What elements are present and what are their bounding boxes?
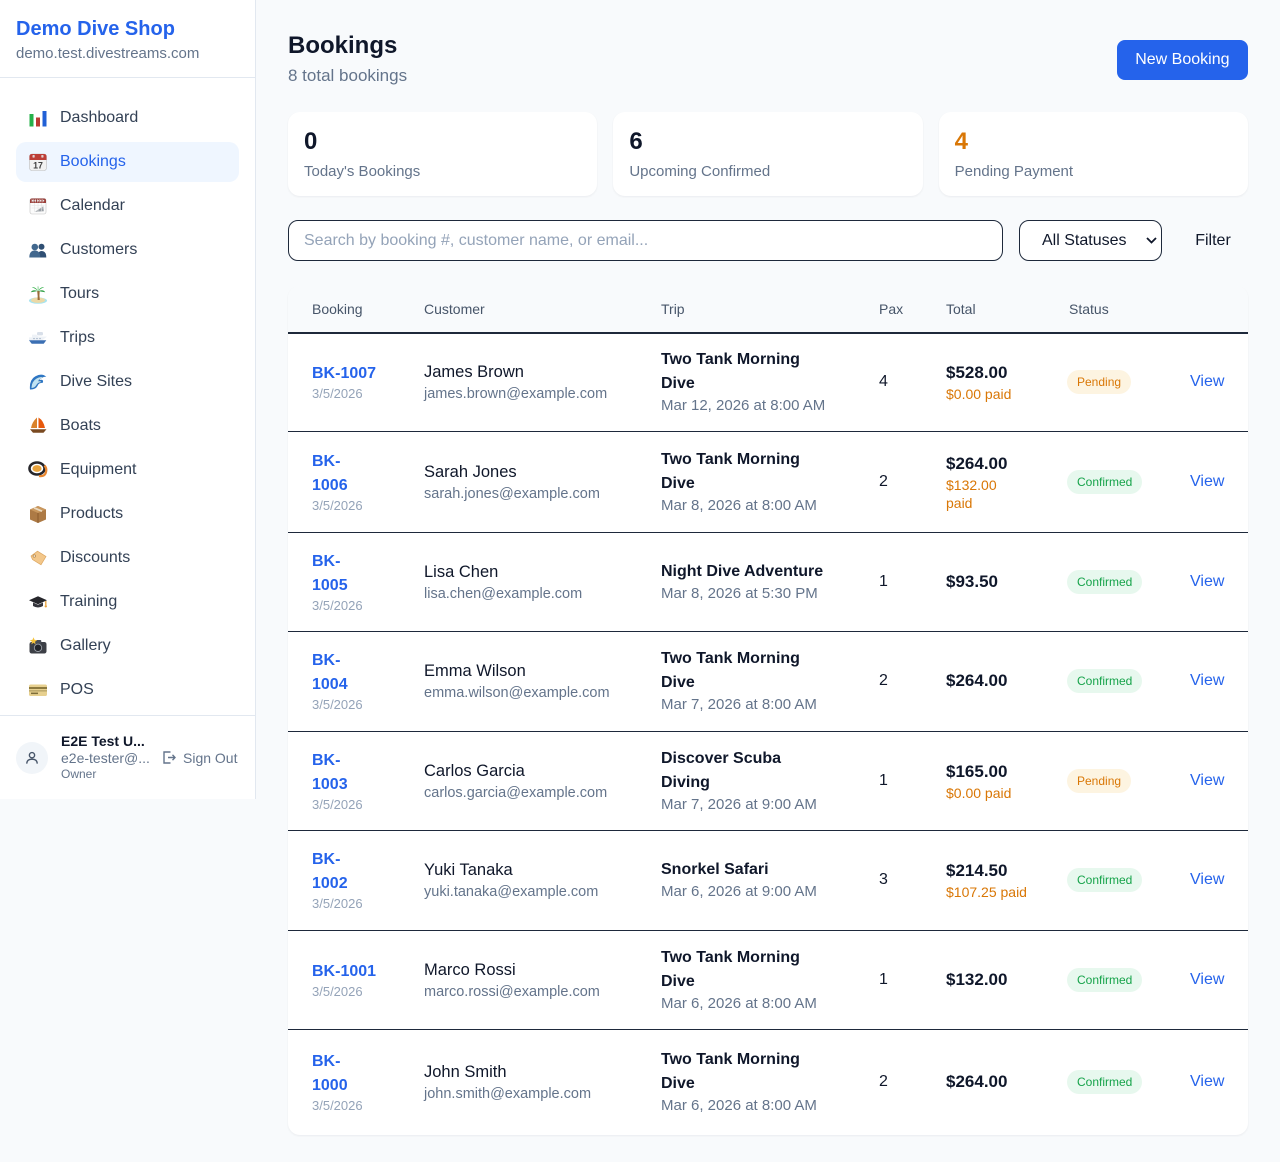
svg-text:17: 17 <box>33 160 43 170</box>
